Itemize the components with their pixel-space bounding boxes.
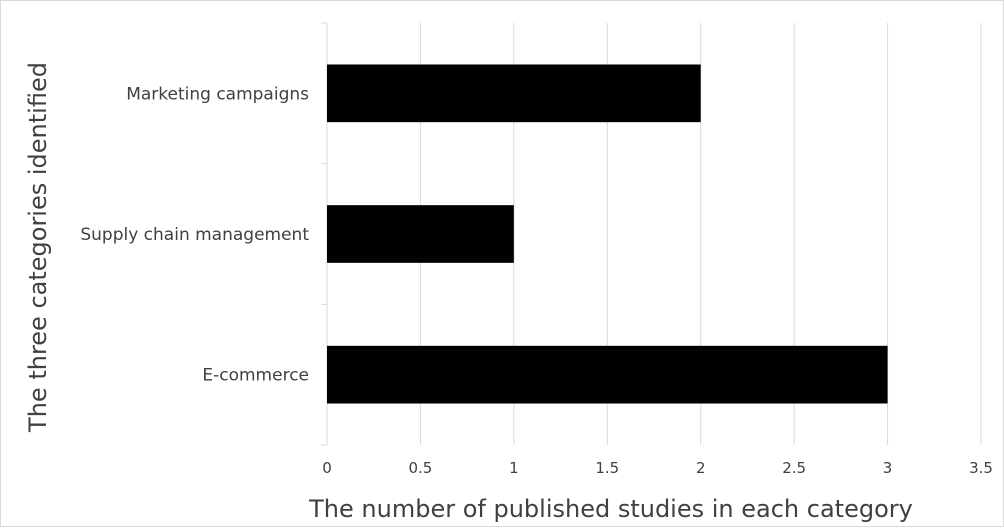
y-axis-title: The three categories identified (24, 62, 52, 433)
bar (327, 64, 701, 122)
x-tick-label: 0 (322, 459, 332, 477)
x-tick-label: 0.5 (408, 459, 432, 477)
category-label: Marketing campaigns (126, 84, 309, 104)
x-tick-label: 1.5 (595, 459, 619, 477)
x-axis-title: The number of published studies in each … (308, 495, 913, 523)
x-tick-label: 3 (883, 459, 893, 477)
bar (327, 205, 514, 263)
bar (327, 346, 888, 404)
category-labels: Marketing campaigns Supply chain manageme… (80, 84, 309, 385)
category-label: E-commerce (202, 366, 309, 386)
category-label: Supply chain management (80, 225, 309, 245)
x-tick-label: 2.5 (782, 459, 806, 477)
x-tick-label: 2 (696, 459, 706, 477)
x-tick-label: 3.5 (969, 459, 993, 477)
x-tick-label: 1 (509, 459, 519, 477)
x-tick-labels: 0 0.5 1 1.5 2 2.5 3 3.5 (322, 459, 993, 477)
